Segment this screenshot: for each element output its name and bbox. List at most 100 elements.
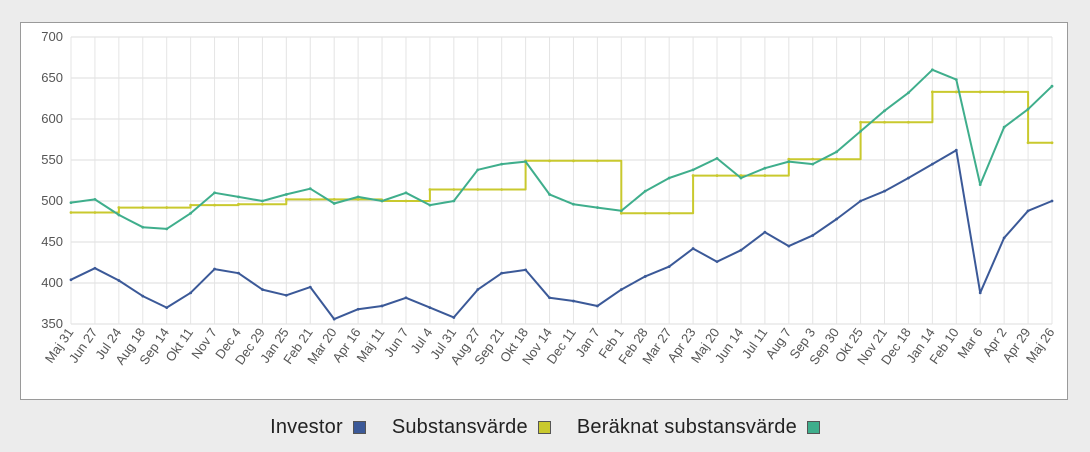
data-point [189, 211, 193, 215]
grid [70, 36, 1053, 325]
data-point [548, 296, 551, 300]
legend-item-substansvarde[interactable]: Substansvärde [392, 416, 551, 439]
data-point [332, 202, 336, 205]
data-point [667, 211, 671, 215]
data-point [261, 202, 264, 206]
data-point [93, 197, 97, 201]
data-point [572, 202, 575, 206]
data-point [165, 227, 169, 231]
data-point [595, 159, 599, 163]
data-point [141, 294, 145, 298]
data-point [643, 189, 647, 193]
data-point [261, 288, 264, 291]
data-point [476, 188, 480, 191]
data-point [332, 317, 336, 321]
data-point [619, 211, 623, 215]
data-point [548, 193, 551, 196]
data-point [237, 271, 240, 275]
data-point [380, 199, 384, 203]
data-point [404, 199, 408, 203]
data-point [907, 91, 910, 95]
data-point [643, 275, 647, 278]
data-point [404, 191, 408, 195]
data-point [428, 306, 432, 309]
data-point [763, 166, 767, 170]
legend-swatch [352, 420, 366, 434]
data-point [1026, 107, 1030, 111]
data-point [739, 248, 743, 252]
data-point [452, 199, 456, 203]
data-point [117, 206, 121, 209]
y-tick-label: 550 [41, 152, 63, 167]
data-point [883, 109, 886, 113]
data-point [859, 129, 862, 133]
data-point [667, 176, 671, 180]
data-point [548, 159, 551, 163]
data-point [428, 188, 432, 191]
data-point [141, 206, 145, 209]
data-point [619, 288, 623, 291]
data-point [1002, 90, 1006, 94]
data-point [907, 120, 910, 124]
data-point [165, 206, 169, 209]
series-line-0 [70, 149, 1053, 321]
data-point [883, 189, 886, 193]
y-tick-label: 350 [41, 316, 63, 331]
data-point [835, 150, 839, 154]
legend-item-beraknat-substansvarde[interactable]: Beräknat substansvärde [577, 416, 820, 439]
data-point [763, 230, 767, 234]
data-point [69, 201, 73, 205]
data-point [500, 162, 504, 166]
data-point [643, 211, 647, 215]
data-point [93, 266, 97, 270]
data-point [117, 279, 121, 282]
data-point [476, 288, 480, 291]
data-point [380, 304, 384, 308]
data-point [1026, 141, 1030, 145]
legend-label: Investor [270, 415, 343, 438]
data-point [667, 265, 671, 268]
data-point [500, 188, 504, 191]
data-point [763, 174, 767, 177]
data-point [428, 203, 432, 207]
data-point [213, 267, 216, 271]
y-tick-label: 600 [41, 111, 63, 126]
x-tick-label: Jun 7 [381, 325, 412, 360]
y-axis: 350 400 450 500 550 600 650 700 [41, 29, 63, 331]
data-point [715, 260, 719, 264]
data-point [715, 174, 719, 177]
data-point [811, 162, 815, 166]
y-tick-label: 450 [41, 234, 63, 249]
data-point [308, 285, 312, 289]
data-point [332, 197, 336, 201]
y-tick-label: 650 [41, 70, 63, 85]
data-point [930, 68, 934, 72]
data-point [141, 225, 145, 229]
data-point [524, 268, 528, 272]
data-point [572, 299, 575, 303]
data-point [356, 307, 360, 311]
data-point [595, 206, 599, 209]
chart-panel: 350 400 450 500 550 600 650 700 Maj 31 Jun 27 Jul… [20, 22, 1068, 400]
series-line-2 [70, 68, 1053, 230]
data-point [572, 159, 575, 163]
data-point [1002, 125, 1006, 129]
data-point [356, 197, 360, 201]
data-point [930, 162, 934, 166]
legend-label: Beräknat substansvärde [576, 415, 797, 438]
data-point [500, 271, 504, 275]
data-point [308, 197, 312, 201]
data-point [165, 306, 169, 309]
legend-item-investor[interactable]: Investor [270, 416, 366, 439]
data-point [883, 120, 886, 124]
data-point [284, 293, 288, 297]
data-point [261, 199, 264, 203]
series-line-1 [71, 90, 1052, 215]
data-point [284, 197, 288, 201]
data-point [69, 211, 73, 214]
legend-label: Substansvärde [391, 415, 528, 438]
data-point [69, 278, 73, 282]
data-point [1050, 199, 1054, 203]
data-point [452, 316, 456, 319]
